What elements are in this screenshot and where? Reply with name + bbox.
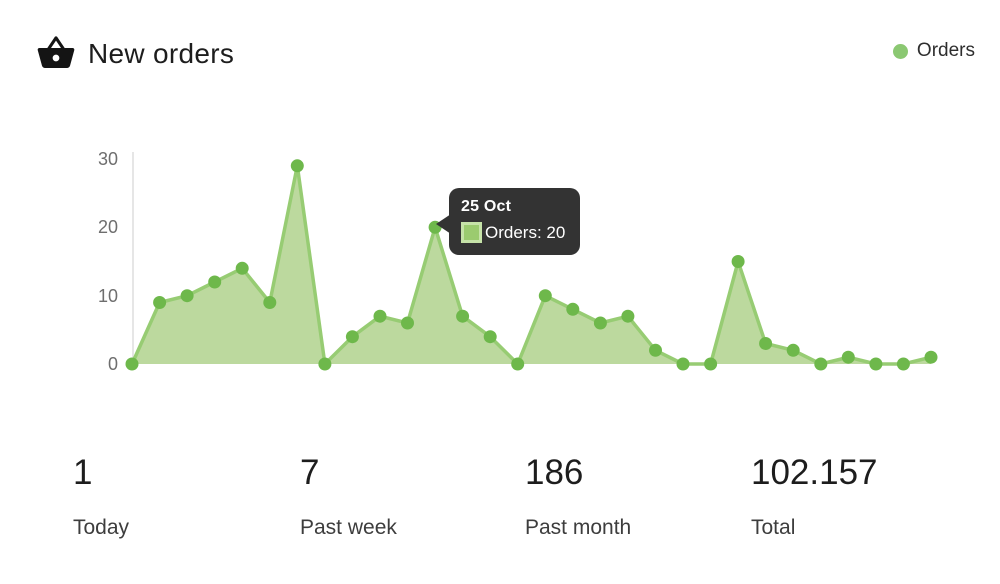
stat-past-month: 186 Past month xyxy=(525,452,740,540)
data-point-4[interactable] xyxy=(235,261,249,275)
data-point-7[interactable] xyxy=(318,357,332,371)
stat-today-label: Today xyxy=(73,516,130,539)
data-point-0[interactable] xyxy=(125,357,139,371)
legend-orders[interactable]: Orders xyxy=(892,40,975,62)
data-point-13[interactable] xyxy=(483,330,497,344)
data-point-23[interactable] xyxy=(759,337,773,350)
widget-title: New orders xyxy=(88,38,235,69)
stat-past-week-label: Past week xyxy=(300,516,397,539)
data-point-19[interactable] xyxy=(649,343,662,357)
stat-total-label: Total xyxy=(751,516,796,539)
data-point-8[interactable] xyxy=(345,330,359,344)
stat-past-week: 7 Past week xyxy=(300,452,515,540)
data-point-27[interactable] xyxy=(869,357,883,371)
stat-today: 1 Today xyxy=(73,452,288,540)
stat-past-month-value: 186 xyxy=(525,453,584,492)
data-point-20[interactable] xyxy=(676,357,690,371)
stat-total: 102.157 Total xyxy=(751,452,966,540)
data-point-18[interactable] xyxy=(621,309,635,323)
data-point-22[interactable] xyxy=(731,255,745,268)
data-point-9[interactable] xyxy=(373,309,387,323)
data-point-21[interactable] xyxy=(704,357,718,371)
data-point-17[interactable] xyxy=(593,316,607,330)
data-point-6[interactable] xyxy=(290,159,304,173)
stat-past-month-label: Past month xyxy=(525,516,632,539)
data-point-28[interactable] xyxy=(896,357,910,371)
data-point-10[interactable] xyxy=(401,316,414,330)
tooltip-date: 25 Oct xyxy=(461,198,512,215)
legend-label: Orders xyxy=(916,40,975,61)
data-point-2[interactable] xyxy=(180,289,194,303)
data-point-15[interactable] xyxy=(538,289,552,303)
data-point-26[interactable] xyxy=(841,350,855,364)
basket-icon xyxy=(37,36,75,68)
data-point-16[interactable] xyxy=(566,302,580,316)
y-axis-tick-0: 0 xyxy=(107,354,118,374)
tooltip-series-swatch-icon xyxy=(461,222,482,243)
stat-today-value: 1 xyxy=(73,453,93,492)
data-point-29[interactable] xyxy=(924,350,938,364)
y-axis-tick-20: 20 xyxy=(97,217,118,237)
stat-past-week-value: 7 xyxy=(300,453,320,492)
legend-dot-icon xyxy=(892,43,908,59)
area-chart-svg xyxy=(125,152,938,371)
data-point-1[interactable] xyxy=(153,296,167,309)
tooltip-value: Orders: 20 xyxy=(485,222,566,242)
y-axis-tick-30: 30 xyxy=(97,149,118,169)
data-point-3[interactable] xyxy=(208,275,222,289)
area-fill xyxy=(132,165,931,364)
data-point-14[interactable] xyxy=(511,357,525,371)
chart-tooltip: 25 Oct Orders: 20 xyxy=(435,188,581,255)
data-point-5[interactable] xyxy=(263,296,277,309)
data-point-24[interactable] xyxy=(786,343,800,357)
data-point-25[interactable] xyxy=(814,357,828,371)
data-point-12[interactable] xyxy=(456,309,470,323)
y-axis-tick-10: 10 xyxy=(97,286,118,306)
stat-total-value: 102.157 xyxy=(751,453,878,492)
